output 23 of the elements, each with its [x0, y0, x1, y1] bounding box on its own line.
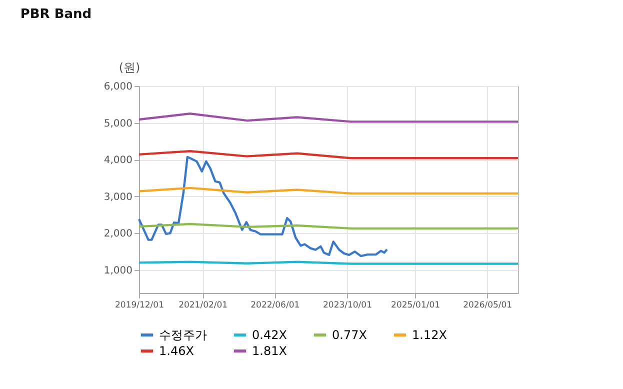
- x-tick-label: 2019/12/01: [115, 300, 164, 310]
- legend-label: 수정주가: [159, 328, 207, 342]
- chart-title: PBR Band: [20, 7, 92, 22]
- x-tick-label: 2026/05/01: [463, 300, 512, 310]
- legend-label: 1.12X: [412, 328, 447, 342]
- y-tick-label: 1,000: [104, 266, 132, 276]
- x-tick-label: 2025/01/01: [391, 300, 440, 310]
- y-tick-label: 4,000: [104, 155, 132, 166]
- line-series: [138, 112, 520, 123]
- y-tick-label: 5,000: [104, 118, 132, 130]
- line-series: [138, 150, 520, 160]
- y-axis-title: (원): [118, 60, 140, 74]
- legend-label: 0.77X: [332, 328, 367, 342]
- line-series: [138, 156, 388, 258]
- y-tick-label: 2,000: [104, 228, 132, 240]
- x-tick-label: 2022/06/01: [250, 300, 300, 310]
- y-tick-label: 3,000: [104, 192, 132, 203]
- x-tick-label: 2023/10/01: [322, 300, 372, 310]
- legend-label: 1.81X: [252, 344, 287, 358]
- legend-label: 1.46X: [159, 344, 194, 358]
- legend-label: 0.42X: [252, 328, 287, 342]
- y-tick-label: 6,000: [104, 82, 132, 92]
- x-tick-label: 2021/02/01: [178, 300, 228, 310]
